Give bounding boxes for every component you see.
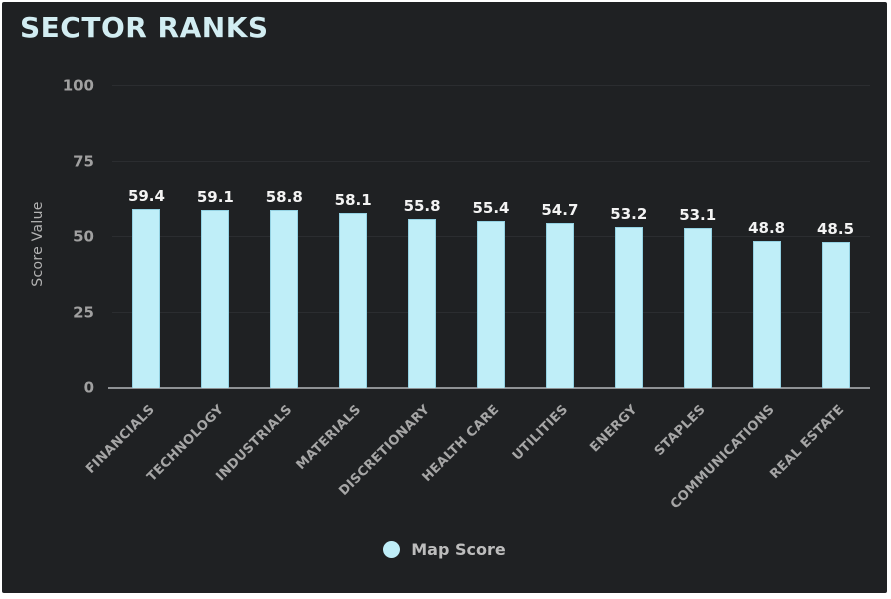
bar-column-communications: 48.8 COMMUNICATIONS — [668, 86, 801, 512]
x-label-health-care: HEALTH CARE — [419, 402, 503, 485]
bar-materials[interactable] — [339, 212, 368, 388]
bar-column-utilities: 54.7 UTILITIES — [510, 86, 594, 463]
bar-column-materials: 58.1 MATERIALS — [294, 86, 388, 473]
bar-value-label: 53.1 — [679, 205, 717, 224]
x-label-materials: MATERIALS — [293, 402, 365, 473]
bar-financials[interactable] — [132, 208, 161, 388]
bar-discretionary[interactable] — [408, 219, 437, 388]
bar-value-label: 58.8 — [265, 188, 303, 207]
bar-utilities[interactable] — [545, 222, 574, 388]
y-tick-0: 0 — [83, 378, 94, 397]
bar-value-label: 55.4 — [472, 198, 510, 217]
bar-column-discretionary: 55.8 DISCRETIONARY — [337, 86, 457, 499]
bar-value-label: 59.1 — [196, 187, 234, 206]
bar-staples[interactable] — [683, 227, 712, 388]
y-axis-ticks: 0 25 50 75 100 — [42, 78, 94, 395]
bars: 59.4 FINANCIALS 59.1 TECHNOLOGY 58.8 INDUSTRI… — [83, 86, 870, 512]
plot-area: 59.4 FINANCIALS 59.1 TECHNOLOGY 58.8 INDUSTRI… — [83, 85, 870, 512]
bar-value-label: 48.5 — [817, 219, 855, 238]
bar-health-care[interactable] — [476, 220, 505, 388]
bar-column-energy: 53.2 ENERGY — [587, 86, 663, 456]
x-label-financials: FINANCIALS — [83, 402, 158, 477]
bar-column-staples: 53.1 STAPLES — [652, 86, 732, 459]
bar-column-industrials: 58.8 INDUSTRIALS — [213, 86, 319, 484]
legend-dot-icon — [383, 541, 401, 558]
bar-column-financials: 59.4 FINANCIALS — [83, 86, 181, 477]
x-label-industrials: INDUSTRIALS — [213, 402, 296, 485]
x-label-utilities: UTILITIES — [509, 402, 572, 464]
bar-column-real-estate: 48.5 REAL ESTATE — [767, 86, 870, 482]
x-label-staples: STAPLES — [652, 402, 710, 460]
x-axis-line — [108, 387, 870, 389]
legend-label: Map Score — [411, 540, 506, 559]
chart-title: SECTOR RANKS — [20, 11, 269, 44]
bar-column-health-care: 55.4 HEALTH CARE — [420, 86, 526, 485]
y-tick-100: 100 — [62, 76, 94, 95]
x-label-real-estate: REAL ESTATE — [766, 402, 847, 483]
gridline-100 — [112, 85, 870, 86]
bar-communications[interactable] — [752, 240, 781, 388]
y-tick-50: 50 — [73, 227, 94, 246]
x-label-energy: ENERGY — [586, 402, 641, 456]
bar-value-label: 58.1 — [334, 190, 372, 209]
bar-technology[interactable] — [201, 209, 230, 388]
bar-value-label: 54.7 — [541, 200, 579, 219]
y-tick-25: 25 — [73, 303, 94, 321]
bar-real-estate[interactable] — [821, 241, 850, 388]
bar-value-label: 53.2 — [610, 205, 648, 224]
bar-value-label: 59.4 — [127, 186, 165, 205]
y-tick-75: 75 — [73, 152, 94, 170]
bar-value-label: 48.8 — [748, 218, 786, 237]
bar-industrials[interactable] — [270, 210, 299, 388]
bar-value-label: 55.8 — [403, 197, 441, 216]
gridline-75 — [112, 160, 870, 162]
legend[interactable]: Map Score — [2, 540, 887, 559]
bar-column-technology: 59.1 TECHNOLOGY — [144, 86, 250, 485]
bar-energy[interactable] — [614, 227, 643, 388]
